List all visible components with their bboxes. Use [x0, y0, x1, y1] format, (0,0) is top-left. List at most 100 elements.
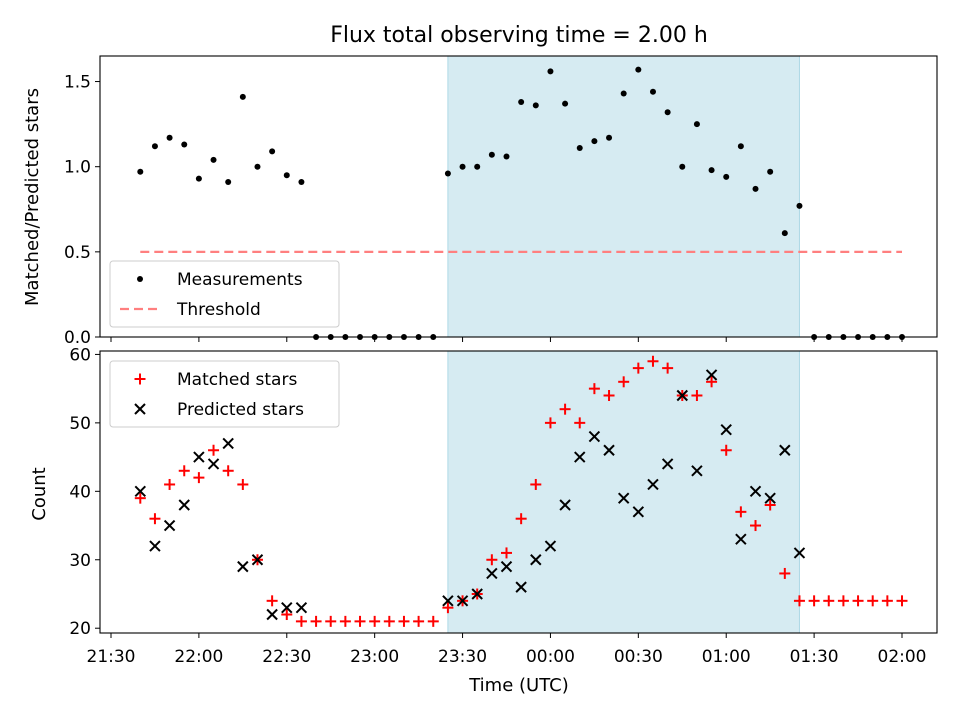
legend-label: Matched stars [177, 370, 297, 390]
data-point [647, 478, 659, 491]
data-point [237, 478, 249, 490]
data-point [444, 170, 451, 177]
data-point [720, 424, 732, 436]
data-point [779, 567, 791, 579]
y-tick-label: 0.0 [64, 328, 91, 348]
data-point [574, 417, 586, 429]
legend-entry: Threshold [120, 300, 261, 320]
data-point [547, 68, 554, 75]
data-point [693, 121, 700, 128]
data-point [749, 485, 762, 498]
data-point [576, 144, 583, 151]
data-point [456, 595, 469, 607]
legend-label: Measurements [177, 270, 303, 290]
data-point [706, 376, 718, 388]
data-point [530, 478, 542, 490]
x-axis-label: Time (UTC) [468, 675, 569, 696]
data-point [383, 615, 395, 627]
legend: Measurements Threshold [109, 260, 340, 328]
data-point [661, 458, 674, 470]
data-point [852, 595, 864, 607]
data-point [720, 444, 732, 456]
data-point [166, 134, 173, 141]
data-point [515, 513, 527, 525]
data-point [398, 615, 410, 627]
y-tick-label: 30 [69, 551, 91, 571]
data-point [735, 533, 747, 545]
legend-label: Threshold [176, 300, 261, 320]
data-point [796, 202, 803, 209]
plot-frame [99, 350, 938, 634]
data-point [544, 540, 557, 552]
data-point [266, 595, 278, 607]
legend-entry: Matched stars [134, 370, 297, 390]
data-point [181, 141, 188, 148]
data-point [442, 595, 454, 607]
data-point [208, 444, 220, 456]
data-point [310, 615, 322, 627]
data-point [618, 376, 630, 388]
data-point [867, 595, 879, 607]
data-point [193, 451, 205, 463]
data-point [837, 595, 849, 607]
data-point [295, 601, 308, 614]
data-point [193, 472, 205, 484]
legend: Matched stars Predicted stars [109, 360, 340, 428]
data-point [603, 444, 615, 456]
data-point [705, 369, 718, 381]
x-tick-label: 23:00 [350, 647, 399, 667]
legend-marker [134, 373, 146, 385]
legend-entry: Measurements [137, 270, 303, 290]
legend-label: Predicted stars [177, 400, 304, 420]
data-point [427, 615, 439, 627]
data-point [764, 492, 776, 504]
plot-frame [99, 55, 938, 338]
data-point [325, 615, 337, 627]
legend-marker [137, 276, 143, 282]
data-point [151, 143, 158, 150]
data-point [164, 478, 176, 490]
data-point [501, 547, 512, 559]
legend-marker [134, 403, 146, 415]
data-point [588, 430, 601, 443]
data-point [808, 595, 820, 607]
data-point [239, 93, 246, 100]
series-measurements [137, 66, 905, 340]
data-point [562, 100, 569, 107]
data-point [500, 560, 513, 573]
data-point [266, 608, 278, 621]
data-point [559, 499, 571, 511]
data-point [606, 134, 613, 141]
x-tick-label: 01:00 [702, 647, 751, 667]
data-point [676, 389, 688, 402]
data-point [442, 602, 454, 614]
highlight-span [447, 350, 800, 634]
y-tick-label: 50 [69, 414, 91, 434]
data-point [163, 519, 176, 532]
y-tick-label: 20 [69, 619, 91, 639]
data-point [664, 109, 671, 116]
data-point [632, 506, 645, 518]
data-point [222, 465, 234, 477]
data-point [269, 148, 276, 155]
data-point [149, 513, 161, 525]
data-point [591, 138, 598, 145]
data-point [823, 595, 835, 607]
top-panel: 0.0 0.5 1.0 1.5 Measurements Threshold [64, 55, 938, 348]
x-tick-label: 21:30 [87, 647, 136, 667]
data-point [532, 102, 539, 109]
data-point [617, 492, 630, 504]
series-predicted-stars [134, 369, 806, 621]
data-point [222, 437, 234, 450]
data-point [559, 403, 571, 415]
data-point [339, 615, 351, 627]
data-point [459, 163, 466, 170]
data-point [603, 389, 615, 401]
data-point [735, 506, 747, 518]
data-point [708, 167, 715, 174]
data-point [225, 179, 232, 186]
x-tick-label: 22:30 [262, 647, 311, 667]
data-point [413, 615, 425, 627]
data-point [767, 168, 774, 175]
data-point [588, 383, 600, 395]
